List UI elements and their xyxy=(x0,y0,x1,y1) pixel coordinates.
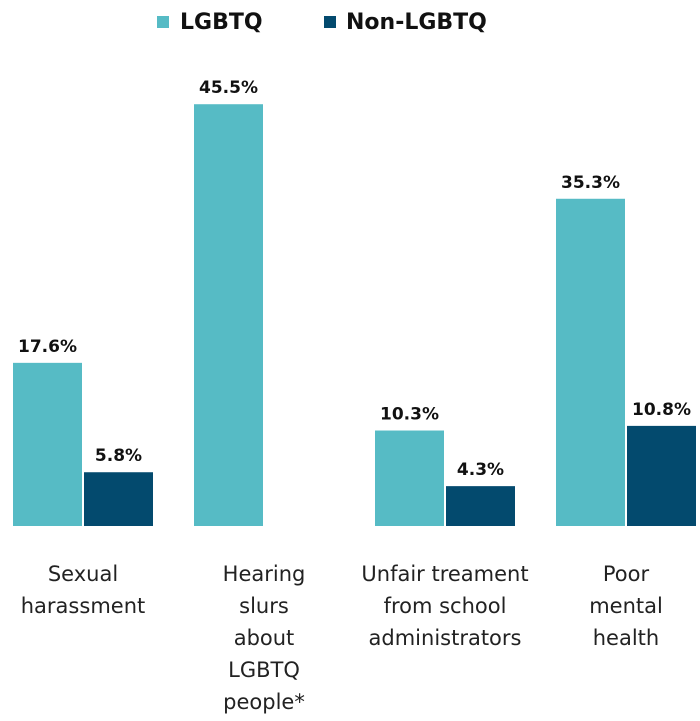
bar xyxy=(84,472,153,526)
bar xyxy=(627,425,696,526)
x-tick-label: Poor mental health xyxy=(589,562,663,650)
bar xyxy=(556,198,625,527)
bar xyxy=(375,430,444,526)
legend-swatch xyxy=(157,16,169,28)
data-label: 10.3% xyxy=(380,405,439,425)
data-label: 4.3% xyxy=(457,460,504,480)
bar xyxy=(194,104,263,526)
x-tick-label: Hearing slurs about LGBTQ people* xyxy=(222,562,306,714)
bar xyxy=(13,362,82,526)
data-label: 17.6% xyxy=(18,337,77,357)
data-label: 5.8% xyxy=(95,446,142,466)
x-tick-label: Unfair treament from school administrato… xyxy=(361,562,529,650)
data-label: 10.8% xyxy=(632,400,691,420)
bar xyxy=(446,486,515,526)
data-label: 45.5% xyxy=(199,78,258,98)
legend-label: Non-LGBTQ xyxy=(346,10,487,35)
data-label: 35.3% xyxy=(561,173,620,193)
x-tick-label: Sexual harassment xyxy=(20,562,146,618)
legend-swatch xyxy=(324,16,336,28)
legend-label: LGBTQ xyxy=(180,10,263,35)
